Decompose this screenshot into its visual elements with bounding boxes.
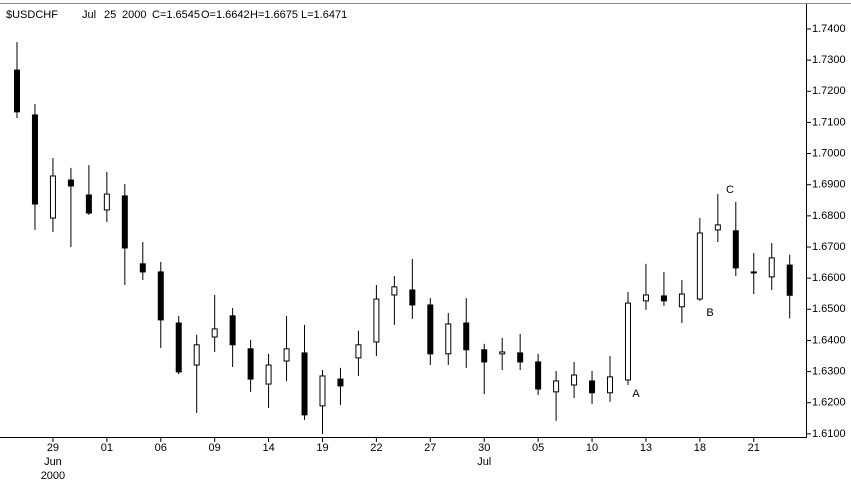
candle-body [265,364,272,385]
candle-body [355,344,362,359]
y-tick-label: 1.7100 [812,116,846,128]
annotation: A [632,388,640,400]
x-tick-label: 14 [262,442,274,454]
x-tick-label: 10 [586,442,598,454]
candle-body [642,294,649,302]
candle-body [319,375,326,407]
candle-body [49,175,56,219]
candle-body [445,323,452,355]
candle-body [337,378,344,387]
header-item: C=1.6545 [152,9,200,21]
x-tick-label: 06 [155,442,167,454]
candle-body [660,295,667,302]
header-item: Jul [82,9,96,21]
y-tick-label: 1.7400 [812,23,846,35]
candle-body [714,224,721,231]
candle-body [85,194,92,214]
y-tick-label: 1.7000 [812,147,846,159]
candle-body [409,289,416,306]
header-item: H=1.6675 [250,9,298,21]
y-tick-label: 1.6400 [812,334,846,346]
candle-body [696,232,703,300]
header-item: L=1.6471 [301,9,347,21]
candle-body [121,195,128,249]
candle-body [463,322,470,351]
annotation: B [706,307,713,319]
x-tick-label: 21 [748,442,760,454]
candle-body [571,374,578,386]
y-tick-label: 1.6500 [812,303,846,315]
month-label: Jul [477,456,491,468]
candle-body [139,263,146,273]
candle-body [678,293,685,308]
y-tick-label: 1.6200 [812,397,846,409]
candle-body [229,315,236,346]
y-tick-label: 1.6100 [812,428,846,440]
candle-body [157,271,164,321]
y-tick-label: 1.6600 [812,272,846,284]
candle-body [553,380,560,393]
y-tick-label: 1.6700 [812,241,846,253]
candle-body [535,361,542,390]
x-tick-label: 09 [209,442,221,454]
y-tick-label: 1.6300 [812,365,846,377]
candle-body [283,348,290,362]
candle-body [247,348,254,380]
candle-body [607,376,614,394]
x-tick-label: 18 [694,442,706,454]
candle-body [211,328,218,338]
x-tick-label: 05 [532,442,544,454]
header-item: O=1.6642 [201,9,250,21]
candle-body [499,351,506,355]
x-tick-label: 01 [101,442,113,454]
y-tick-label: 1.7300 [812,54,846,66]
candle-body [301,352,308,416]
candle-body [750,271,757,274]
annotation: C [726,184,734,196]
candle-body [67,179,74,187]
candle-body [373,298,380,343]
x-tick-label: 13 [640,442,652,454]
candle-body [481,349,488,363]
candle-body [427,304,434,355]
candle-body [517,352,524,363]
header-item: 25 [104,9,116,21]
y-tick-label: 1.7200 [812,85,846,97]
candle-body [786,264,793,296]
candle-body [624,302,631,381]
candle-body [768,257,775,278]
y-tick-label: 1.6800 [812,210,846,222]
candle-body [14,69,20,113]
x-tick-label: 19 [316,442,328,454]
x-tick-label: 30 [478,442,490,454]
candle-body [103,193,110,211]
candle-body [391,286,398,296]
x-tick-label: 27 [424,442,436,454]
candle-body [589,380,596,394]
y-tick-label: 1.6900 [812,179,846,191]
candle-body [193,344,200,366]
candle-body [31,114,38,205]
candle-body [175,322,182,373]
x-tick-label: 29 [47,442,59,454]
x-tick-label: 22 [370,442,382,454]
month-label: Jun [44,456,62,468]
symbol: $USDCHF [6,9,58,21]
candle-body [732,230,739,269]
year-label: 2000 [41,470,65,482]
header-item: 2000 [122,9,146,21]
